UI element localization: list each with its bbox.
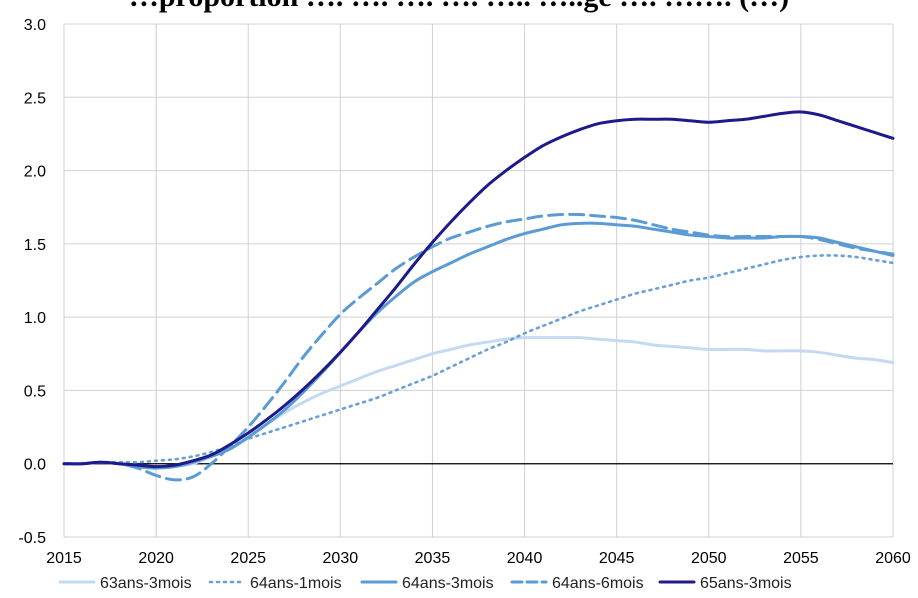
- legend-label-65ans-3mois: 65ans-3mois: [700, 575, 792, 592]
- series-line-64ans-6mois: [62, 212, 895, 482]
- x-tick-label-2: 2025: [230, 550, 266, 567]
- x-tick-label-3: 2030: [323, 550, 359, 567]
- y-tick-label-2: 2.0: [24, 164, 46, 181]
- series-line-64ans-1mois: [62, 254, 895, 466]
- x-tick-label-5: 2040: [507, 550, 543, 567]
- x-tick-label-7: 2050: [691, 550, 727, 567]
- series-line-64ans-3mois: [62, 221, 895, 470]
- chart-title: …proportion …. …. …. …. ….. …..ge …. …….…: [0, 0, 918, 14]
- legend: 63ans-3mois 64ans-1mois 64ans-3mois 64ans-6…: [58, 575, 792, 592]
- series-line-63ans-3mois: [62, 336, 895, 470]
- x-tick-label-8: 2055: [783, 550, 819, 567]
- grid-lines: [63, 23, 894, 538]
- legend-label-63ans-3mois: 63ans-3mois: [100, 575, 192, 592]
- y-tick-label-6: 0.0: [24, 457, 46, 474]
- y-tick-label-5: 0.5: [24, 383, 46, 400]
- x-tick-label-9: 2060: [875, 550, 911, 567]
- chart-title-clip: …proportion …. …. …. …. ….. …..ge …. …….…: [0, 0, 918, 14]
- series-lines: [62, 110, 895, 482]
- x-tick-label-1: 2020: [138, 550, 174, 567]
- legend-label-64ans-6mois: 64ans-6mois: [552, 575, 644, 592]
- legend-label-64ans-1mois: 64ans-1mois: [250, 575, 342, 592]
- x-tick-label-4: 2035: [415, 550, 451, 567]
- series-line-65ans-3mois: [62, 110, 895, 469]
- y-tick-label-1: 2.5: [24, 90, 46, 107]
- y-tick-label-4: 1.0: [24, 310, 46, 327]
- y-tick-label-0: 3.0: [24, 17, 46, 34]
- y-tick-labels: 3.0 2.5 2.0 1.5 1.0 0.5 0.0 -0.5: [18, 17, 46, 547]
- legend-label-64ans-3mois: 64ans-3mois: [402, 575, 494, 592]
- x-tick-label-6: 2045: [599, 550, 635, 567]
- y-tick-label-3: 1.5: [24, 237, 46, 254]
- x-tick-labels: 2015 2020 2025 2030 2035 2040 2045 2050 2055 2060: [46, 550, 911, 567]
- y-tick-label-7: -0.5: [18, 530, 46, 547]
- x-tick-label-0: 2015: [46, 550, 82, 567]
